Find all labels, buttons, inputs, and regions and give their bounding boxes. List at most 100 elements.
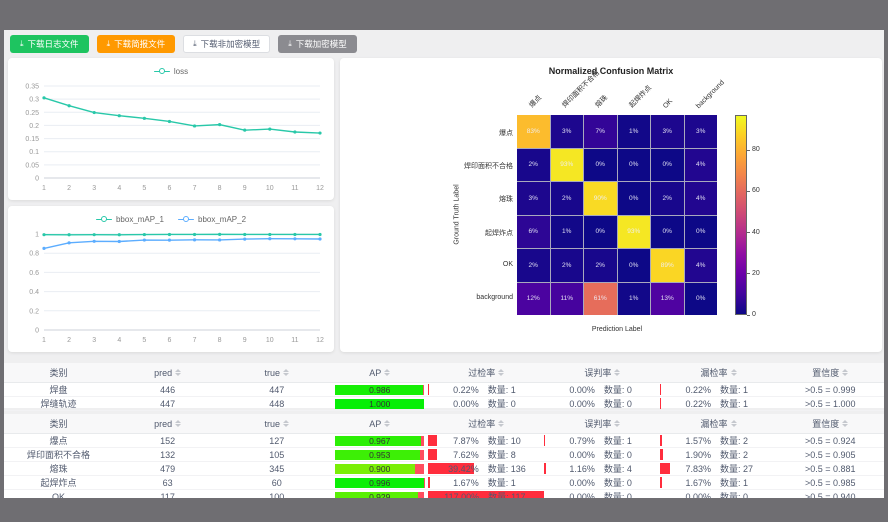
- data-point[interactable]: [192, 232, 197, 237]
- download-icon: ⤓: [20, 39, 24, 48]
- rate-count: 数量: 0: [603, 478, 632, 488]
- svg-text:0: 0: [35, 328, 39, 335]
- data-point[interactable]: [92, 233, 96, 237]
- svg-text:8: 8: [218, 337, 222, 344]
- matrix-row-label: OK: [502, 261, 513, 268]
- sort-caret-icon[interactable]: [498, 369, 505, 376]
- data-point[interactable]: [293, 130, 297, 134]
- rate-value: 0.22%: [453, 384, 479, 395]
- data-point[interactable]: [117, 239, 121, 244]
- data-point[interactable]: [42, 96, 46, 100]
- data-point[interactable]: [318, 232, 322, 237]
- sort-caret-icon[interactable]: [614, 420, 621, 427]
- matrix-cell: 3%: [517, 182, 550, 215]
- data-point[interactable]: [243, 232, 247, 237]
- data-point[interactable]: [142, 116, 146, 120]
- cell-pred: 117: [113, 489, 223, 498]
- svg-text:12: 12: [316, 337, 324, 344]
- cell-miss-rate: 0.22% 数量: 1: [660, 382, 777, 397]
- data-point[interactable]: [167, 232, 172, 237]
- data-point[interactable]: [268, 127, 272, 131]
- svg-text:1: 1: [42, 337, 46, 344]
- data-point[interactable]: [218, 232, 222, 236]
- legend-item-loss[interactable]: loss: [153, 67, 188, 76]
- data-point[interactable]: [67, 233, 71, 237]
- sort-caret-icon[interactable]: [842, 420, 849, 427]
- ap-value: 0.953: [369, 449, 391, 460]
- table-row: 焊印面积不合格 132 105 0.953 7.62% 数量: 8 0.00% 数量: 0 1.…: [4, 447, 884, 462]
- legend-item-bbox_mAP_1[interactable]: bbox_mAP_1: [95, 214, 164, 224]
- rate-value: 7.83%: [685, 463, 712, 474]
- rate-count: 数量: 0: [603, 385, 632, 395]
- column-header-AP: AP: [369, 367, 382, 378]
- legend-marker-icon: [153, 68, 170, 74]
- legend-item-bbox_mAP_2[interactable]: bbox_mAP_2: [178, 215, 246, 224]
- rate-value: 0.00%: [453, 398, 479, 409]
- ap-value: 0.986: [369, 384, 391, 395]
- column-header-置信度: 置信度: [812, 419, 840, 429]
- sort-caret-icon[interactable]: [283, 420, 290, 427]
- data-point[interactable]: [167, 119, 172, 124]
- svg-text:1: 1: [35, 232, 39, 239]
- data-point[interactable]: [42, 246, 46, 250]
- sort-caret-icon[interactable]: [283, 369, 290, 376]
- data-point[interactable]: [318, 131, 322, 135]
- data-point[interactable]: [293, 237, 297, 241]
- page-content: ⤓ 下载日志文件 ⤓ 下载简报文件 ⤓ 下载非加密模型 ⤓ 下载加密模型 los…: [4, 30, 884, 498]
- data-point[interactable]: [67, 104, 71, 108]
- cell-miss-rate: 1.57% 数量: 2: [660, 433, 777, 448]
- sort-caret-icon[interactable]: [842, 369, 849, 376]
- data-point[interactable]: [318, 237, 322, 241]
- data-point[interactable]: [92, 239, 96, 243]
- matrix-cell: 3%: [651, 115, 684, 148]
- data-point[interactable]: [268, 237, 272, 241]
- data-point[interactable]: [117, 114, 121, 118]
- ap-value: 0.967: [369, 435, 391, 446]
- data-point[interactable]: [243, 128, 247, 132]
- sort-caret-icon[interactable]: [730, 420, 737, 427]
- sort-caret-icon[interactable]: [175, 369, 182, 376]
- matrix-cell: 0%: [584, 215, 617, 248]
- download-plain-model-button[interactable]: ⤓ 下载非加密模型: [183, 35, 271, 53]
- cell-confidence: >0.5 = 0.924: [776, 433, 884, 448]
- cell-class-name: 起焊炸点: [4, 475, 114, 490]
- sort-caret-icon[interactable]: [384, 420, 391, 427]
- cell-pred: 152: [113, 433, 223, 448]
- svg-text:11: 11: [291, 337, 298, 344]
- download-log-button[interactable]: ⤓ 下载日志文件: [10, 35, 89, 53]
- data-point[interactable]: [218, 123, 222, 127]
- rate-count: 数量: 1: [487, 385, 516, 395]
- matrix-cell: 13%: [651, 282, 684, 315]
- data-point[interactable]: [117, 233, 121, 237]
- colorbar-tick: 60: [752, 187, 760, 195]
- data-point[interactable]: [218, 238, 222, 242]
- column-header-类别: 类别: [49, 419, 68, 429]
- data-point[interactable]: [192, 124, 197, 128]
- rate-bar: [428, 384, 430, 395]
- data-point[interactable]: [167, 238, 172, 242]
- sort-caret-icon[interactable]: [614, 369, 621, 376]
- rate-bar: [660, 463, 670, 474]
- download-encrypted-model-button[interactable]: ⤓ 下载加密模型: [278, 35, 357, 53]
- data-point[interactable]: [92, 110, 96, 115]
- cell-misjudge-rate: 0.00% 数量: 0: [544, 489, 661, 498]
- sort-caret-icon[interactable]: [175, 420, 182, 427]
- download-report-button[interactable]: ⤓ 下载简报文件: [96, 35, 176, 53]
- legend-label: bbox_mAP_1: [115, 214, 164, 224]
- sort-caret-icon[interactable]: [730, 369, 737, 376]
- data-point[interactable]: [142, 238, 146, 242]
- column-header-漏检率: 漏检率: [700, 419, 728, 429]
- sort-caret-icon[interactable]: [498, 420, 505, 427]
- sort-caret-icon[interactable]: [384, 369, 391, 376]
- data-point[interactable]: [142, 232, 146, 237]
- data-point[interactable]: [268, 232, 272, 237]
- data-point[interactable]: [293, 232, 297, 237]
- data-point[interactable]: [192, 238, 197, 242]
- svg-text:9: 9: [243, 337, 247, 344]
- rate-bar: [428, 463, 474, 474]
- ap-bar: [335, 491, 418, 498]
- rate-count: 数量: 1: [720, 478, 749, 488]
- data-point[interactable]: [67, 241, 71, 245]
- data-point[interactable]: [42, 233, 46, 237]
- data-point[interactable]: [243, 237, 247, 241]
